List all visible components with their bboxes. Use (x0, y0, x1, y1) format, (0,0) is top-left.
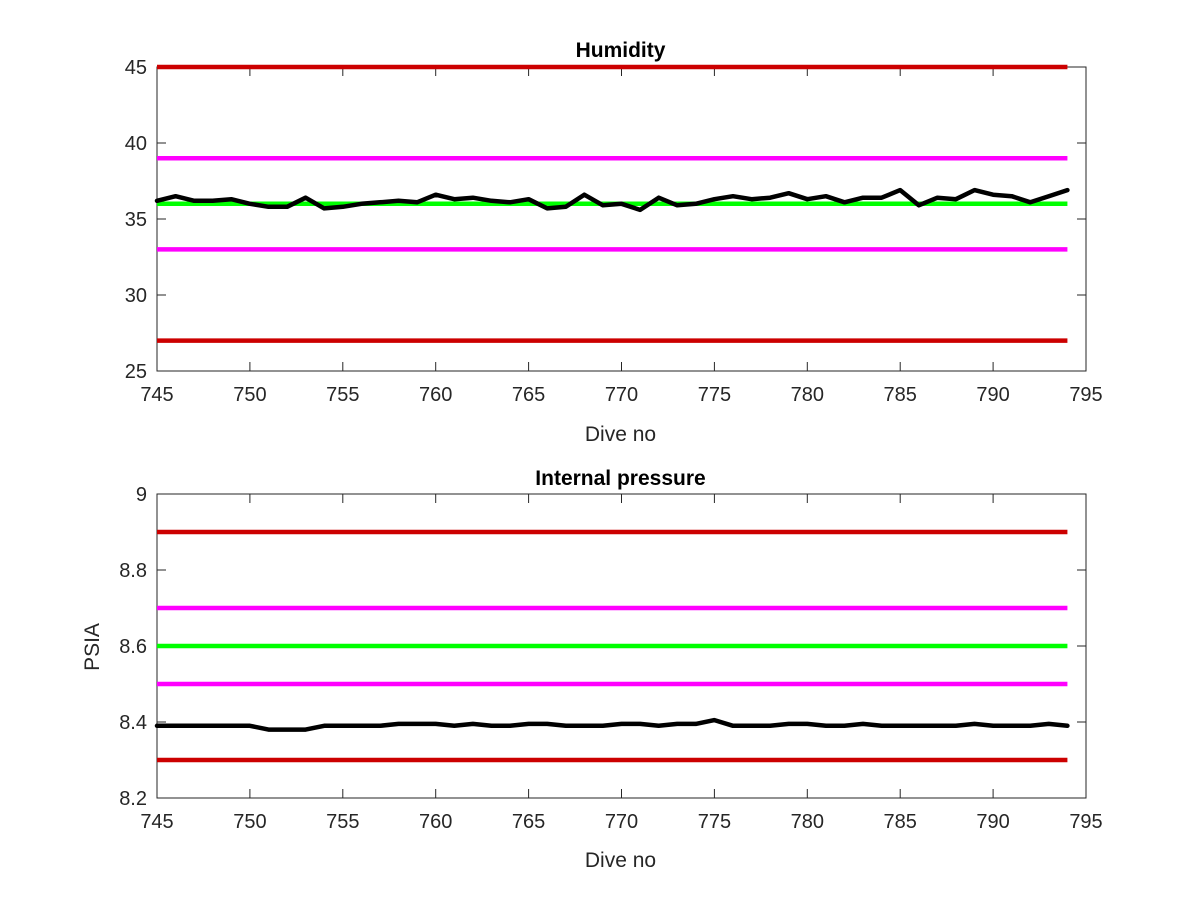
series-line (154, 187, 1070, 213)
humidity-chart: Humidity Dive no 745 750 755 760 765 770 775 78… (125, 39, 1103, 446)
x-tick-label: 760 (419, 811, 452, 833)
x-tick-label: 790 (976, 811, 1009, 833)
x-tick-label: 765 (512, 811, 545, 833)
x-tick-label: 795 (1069, 811, 1102, 833)
chart-title: Internal pressure (535, 467, 705, 490)
series-line (154, 717, 1070, 732)
x-tick-label: 770 (605, 811, 638, 833)
x-tick-label: 775 (698, 811, 731, 833)
x-tick-label: 795 (1069, 384, 1102, 406)
x-tick-label: 755 (326, 811, 359, 833)
x-tick-label: 790 (976, 384, 1009, 406)
y-tick-label: 9 (136, 484, 147, 506)
x-tick-label: 770 (605, 384, 638, 406)
y-tick-label: 8.4 (119, 712, 147, 734)
x-tick-label: 760 (419, 384, 452, 406)
x-tick-label: 775 (698, 384, 731, 406)
y-tick-label: 40 (125, 133, 147, 155)
y-tick-label: 30 (125, 285, 147, 307)
x-tick-label: 755 (326, 384, 359, 406)
x-tick-label: 785 (884, 811, 917, 833)
y-axis-label: PSIA (81, 623, 104, 671)
internal-pressure-chart: Internal pressure Dive no PSIA 745 750 755… (81, 467, 1103, 872)
x-tick-label: 750 (233, 811, 266, 833)
y-tick-label: 35 (125, 209, 147, 231)
y-tick-label: 8.6 (119, 636, 147, 658)
x-tick-label: 780 (791, 384, 824, 406)
x-tick-label: 750 (233, 384, 266, 406)
x-tick-label: 745 (140, 384, 173, 406)
y-tick-label: 8.8 (119, 560, 147, 582)
x-tick-label: 780 (791, 811, 824, 833)
x-tick-label: 765 (512, 384, 545, 406)
x-axis-label: Dive no (585, 423, 656, 446)
x-axis-label: Dive no (585, 849, 656, 872)
plot-area (156, 66, 1087, 372)
x-tick-label: 745 (140, 811, 173, 833)
x-tick-label: 785 (884, 384, 917, 406)
chart-title: Humidity (576, 39, 666, 62)
y-tick-label: 25 (125, 361, 147, 383)
y-tick-label: 45 (125, 57, 147, 79)
y-tick-label: 8.2 (119, 788, 147, 810)
